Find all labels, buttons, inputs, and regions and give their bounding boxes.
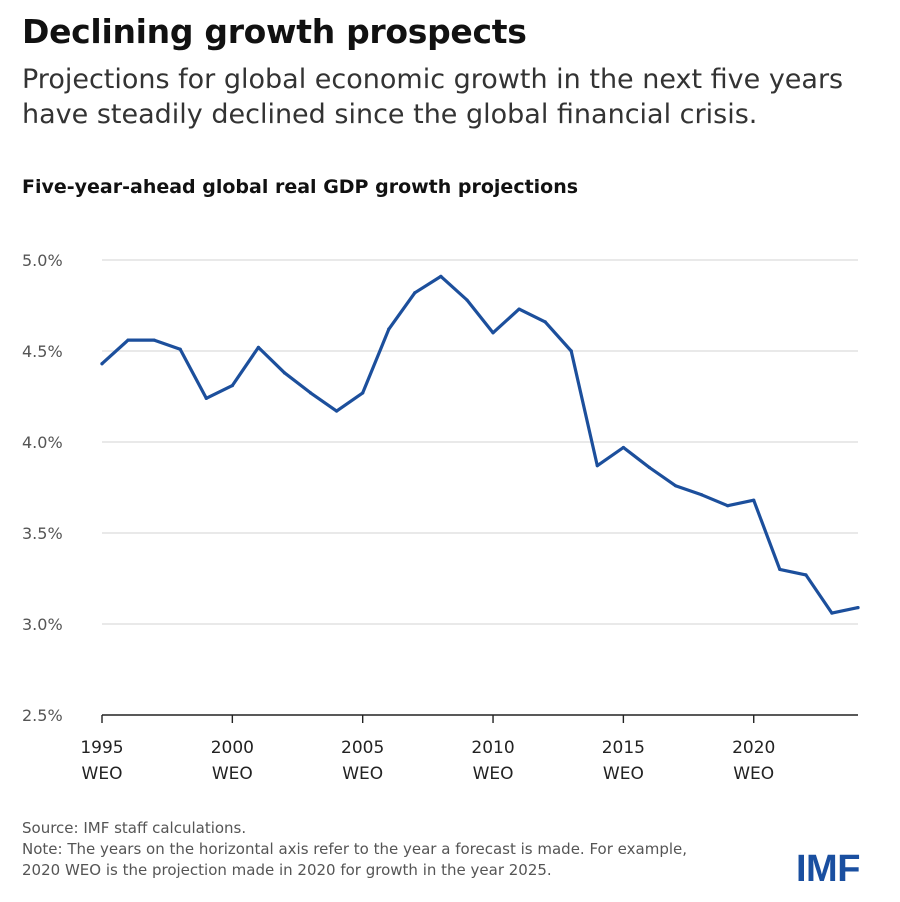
y-tick-label: 3.5%	[22, 524, 63, 543]
data-point	[256, 345, 261, 349]
data-point	[335, 409, 339, 413]
explanatory-note-line-2: 2020 WEO is the projection made in 2020 …	[22, 861, 552, 879]
data-point	[726, 504, 730, 508]
x-tick-sublabel: WEO	[733, 764, 774, 784]
data-point	[230, 383, 234, 388]
data-point	[361, 391, 365, 395]
data-point	[856, 606, 860, 610]
imf-logo: IMF	[796, 848, 860, 890]
data-point	[439, 274, 443, 278]
subtitle-line-1: Projections for global economic growth i…	[22, 64, 844, 95]
data-point	[621, 445, 625, 450]
x-tick-label: 1995	[80, 738, 123, 758]
series-line	[100, 274, 860, 615]
chart-title: Five-year-ahead global real GDP growth p…	[22, 176, 579, 198]
series-layer	[100, 274, 860, 615]
data-point	[491, 331, 495, 335]
x-axis-ticks: 1995 WEO 2000 WEO 2005 WEO 2010 WEO 2015 WEO 2020 W…	[80, 714, 858, 784]
data-point	[308, 391, 313, 395]
x-tick-label: 2015	[602, 738, 645, 758]
x-tick-sublabel: WEO	[473, 764, 514, 784]
data-point	[699, 493, 704, 497]
data-point	[282, 371, 287, 375]
subtitle-line-2: have steadily declined since the global …	[22, 99, 758, 130]
x-tick-label: 2005	[341, 738, 384, 758]
page-title: Declining growth prospects	[22, 12, 527, 51]
explanatory-note-line-1: Note: The years on the horizontal axis r…	[22, 840, 688, 858]
y-tick-label: 4.0%	[22, 433, 63, 452]
data-point	[465, 298, 469, 302]
data-point	[569, 349, 573, 353]
data-point	[387, 327, 391, 331]
x-tick-label: 2010	[471, 738, 514, 758]
y-axis-ticks: 2.5% 3.0% 3.5% 4.0% 4.5% 5.0%	[22, 251, 63, 725]
x-tick-sublabel: WEO	[603, 764, 644, 784]
data-point	[178, 347, 182, 351]
source-note: Source: IMF staff calculations.	[22, 819, 247, 837]
y-tick-label: 3.0%	[22, 615, 63, 634]
data-point	[673, 484, 678, 488]
data-point	[100, 362, 104, 366]
data-point	[413, 291, 417, 295]
y-tick-label: 5.0%	[22, 251, 63, 270]
data-point	[647, 465, 652, 470]
x-tick-sublabel: WEO	[212, 764, 253, 784]
data-point	[778, 567, 782, 572]
page-subtitle: Projections for global economic growth i…	[22, 62, 882, 132]
data-point	[752, 498, 756, 502]
chart-footer: Source: IMF staff calculations. Note: Th…	[22, 818, 782, 881]
data-point	[595, 464, 599, 468]
gridlines	[102, 259, 858, 625]
y-tick-label: 4.5%	[22, 342, 63, 361]
data-point	[830, 611, 834, 615]
data-point	[804, 573, 808, 577]
data-point	[204, 396, 208, 400]
data-point	[152, 338, 156, 342]
x-tick-label: 2000	[211, 738, 254, 758]
line-chart: 2.5% 3.0% 3.5% 4.0% 4.5% 5.0% 1995 WEO 2000 WEO 2…	[22, 251, 860, 784]
data-point	[126, 338, 130, 342]
x-tick-label: 2020	[732, 738, 775, 758]
x-tick-sublabel: WEO	[342, 764, 383, 784]
x-tick-sublabel: WEO	[82, 764, 123, 784]
data-point	[543, 320, 547, 324]
data-point	[517, 307, 521, 311]
y-tick-label: 2.5%	[22, 706, 63, 725]
